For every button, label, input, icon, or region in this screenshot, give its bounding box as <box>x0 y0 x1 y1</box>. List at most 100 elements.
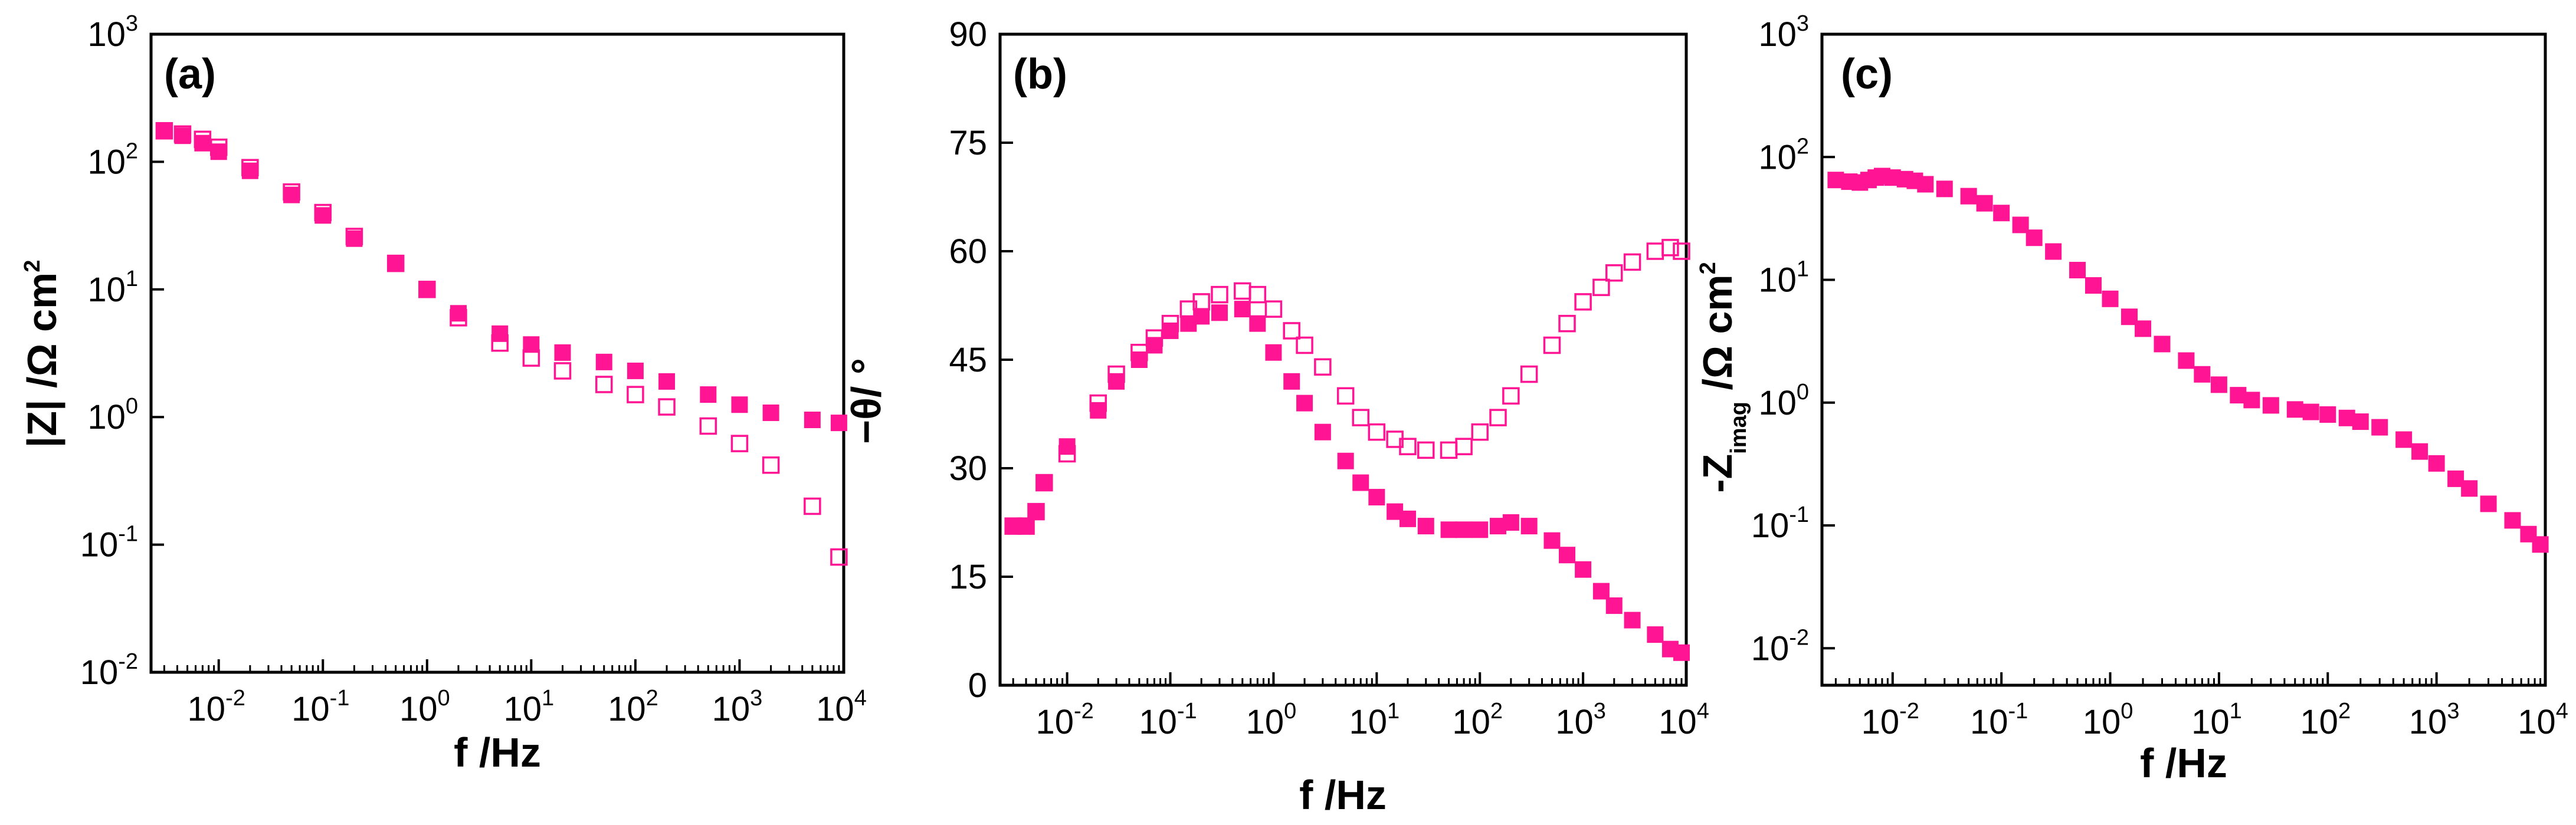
y-tick-label: 60 <box>949 232 987 271</box>
panel-a-y-axis-title: |Z| /Ω cm2 <box>19 260 65 448</box>
data-point-filled <box>1337 452 1354 469</box>
data-point-open <box>314 203 332 222</box>
data-point-open <box>1264 300 1283 318</box>
data-point-open <box>1017 517 1035 535</box>
data-point-filled <box>595 353 612 370</box>
x-tick-base: 10 <box>188 690 226 728</box>
panel-a-y-title-main: |Z| /Ω cm <box>19 272 65 448</box>
x-tick-base: 10 <box>1349 703 1387 741</box>
data-point-open <box>1417 441 1435 459</box>
data-point-open <box>658 398 676 416</box>
data-point-open <box>1314 358 1332 376</box>
panel-c-series <box>1827 167 2549 553</box>
data-point-filled <box>2428 455 2445 472</box>
data-point-filled <box>1314 423 1331 441</box>
x-tick-exp: 0 <box>437 686 450 711</box>
data-point-filled <box>1559 547 1576 564</box>
x-tick-label: 103 <box>712 686 763 728</box>
panel-b-label: (b) <box>1013 51 1067 98</box>
y-tick-exp: 0 <box>126 394 138 419</box>
data-point-filled <box>1673 644 1690 661</box>
x-tick-exp: 0 <box>1284 699 1296 724</box>
panel-b-x-ticks: 10-2 10-1 100 101 102 103 104 <box>1012 672 1709 741</box>
y-tick-exp: -2 <box>118 649 138 674</box>
data-point-filled <box>1575 561 1592 578</box>
data-point-open <box>627 386 644 403</box>
data-point-filled <box>2069 262 2086 279</box>
x-tick-label: 104 <box>816 686 867 728</box>
x-tick-label: 10-1 <box>1139 699 1197 741</box>
y-tick-base: 10 <box>80 653 119 692</box>
data-point-filled <box>2154 336 2171 353</box>
data-point-open <box>1623 253 1641 271</box>
x-tick-exp: -2 <box>1074 699 1094 724</box>
data-point-filled <box>1647 626 1664 643</box>
data-point-open <box>1440 441 1458 459</box>
x-tick-label: 101 <box>504 686 555 728</box>
data-point-filled <box>2286 401 2303 418</box>
data-point-filled <box>2085 277 2102 294</box>
x-tick-exp: 1 <box>1387 699 1400 724</box>
panel-c-y-title-sub: imag <box>1726 402 1751 454</box>
y-tick-exp: -2 <box>1789 625 1809 650</box>
data-point-open <box>1089 394 1107 412</box>
y-tick-base: 10 <box>1758 138 1797 176</box>
data-point-open <box>1027 502 1045 521</box>
x-tick-base: 10 <box>2409 703 2447 741</box>
y-tick-label: 10-2 <box>1751 625 1809 668</box>
data-point-filled <box>1035 474 1053 491</box>
data-point-filled <box>1456 521 1473 538</box>
data-point-open <box>155 122 173 140</box>
data-point-open <box>1592 278 1610 297</box>
data-point-open <box>491 334 509 352</box>
x-tick-label: 10-2 <box>1035 699 1093 741</box>
data-point-filled <box>2262 397 2279 414</box>
data-point-filled <box>1234 301 1251 318</box>
data-point-open <box>1107 365 1125 383</box>
y-tick-label: 0 <box>968 666 987 705</box>
y-tick-exp: 2 <box>1797 134 1809 159</box>
data-point-filled <box>2302 403 2319 420</box>
data-point-open <box>1145 329 1164 347</box>
data-point-open <box>1673 242 1690 260</box>
data-point-filled <box>2045 243 2062 260</box>
data-point-filled <box>627 362 644 379</box>
data-point-open <box>1661 239 1679 257</box>
x-tick-exp: -1 <box>1177 699 1197 724</box>
panel-a-x-ticks: 10-2 10-1 100 101 102 103 104 <box>163 659 867 728</box>
data-point-open <box>804 497 821 515</box>
y-tick-base: 10 <box>1758 384 1797 422</box>
data-point-filled <box>2461 480 2478 497</box>
data-point-open <box>522 349 540 367</box>
data-point-open <box>1130 343 1148 361</box>
x-tick-label: 100 <box>2083 699 2133 741</box>
y-tick-label: 45 <box>949 341 987 379</box>
data-point-filled <box>1417 518 1434 535</box>
data-point-open <box>830 548 848 566</box>
panel-c-x-ticks: 10-2 10-1 100 101 102 103 104 <box>1834 672 2568 741</box>
panel-a-series <box>155 122 848 566</box>
y-tick-exp: 3 <box>126 11 138 36</box>
x-tick-base: 10 <box>1555 703 1594 741</box>
data-point-filled <box>2121 308 2138 326</box>
panel-c: (c) 10-2 10-1 100 101 102 103 104 10-210-11001… <box>1695 11 2568 786</box>
x-tick-exp: 4 <box>2556 699 2568 724</box>
x-tick-label: 103 <box>2409 699 2460 741</box>
x-tick-label: 101 <box>2191 699 2242 741</box>
x-tick-label: 104 <box>1659 699 1709 741</box>
x-tick-base: 10 <box>1970 703 2008 741</box>
data-point-filled <box>2026 229 2043 246</box>
x-tick-base: 10 <box>2518 703 2556 741</box>
y-tick-label: 100 <box>87 394 138 436</box>
data-point-filled <box>1283 373 1300 390</box>
data-point-filled <box>658 373 676 390</box>
x-tick-exp: 1 <box>542 686 554 711</box>
data-point-filled <box>2178 352 2195 369</box>
data-point-open <box>1161 314 1179 333</box>
x-tick-base: 10 <box>1139 703 1177 741</box>
data-point-filled <box>1605 597 1623 614</box>
x-tick-base: 10 <box>1659 703 1697 741</box>
y-tick-label: 15 <box>949 558 987 596</box>
